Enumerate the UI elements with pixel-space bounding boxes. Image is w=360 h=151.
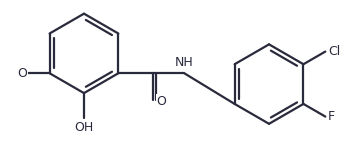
Text: OH: OH: [75, 121, 94, 134]
Text: NH: NH: [175, 56, 194, 69]
Text: Cl: Cl: [328, 45, 340, 58]
Text: O: O: [18, 67, 27, 80]
Text: O: O: [156, 95, 166, 108]
Text: F: F: [328, 110, 335, 123]
